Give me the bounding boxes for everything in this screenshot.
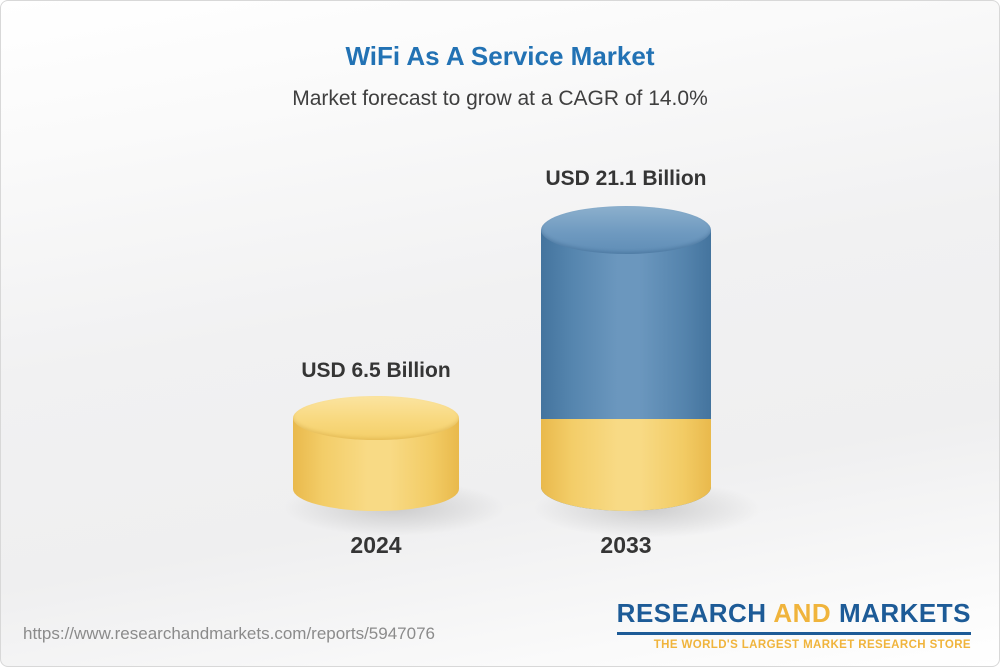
x-axis-label-2024: 2024 <box>350 532 402 558</box>
bar-value-label-2033: USD 21.1 Billion <box>545 167 707 190</box>
bar-2024-cylinder <box>293 396 459 511</box>
logo-word-markets: MARKETS <box>838 598 971 628</box>
logo-word-and: AND <box>773 598 832 628</box>
logo-word-research: RESEARCH <box>616 598 767 628</box>
report-url-link[interactable]: https://www.researchandmarkets.com/repor… <box>23 624 435 643</box>
logo-underline <box>616 632 971 635</box>
logo-wordmark: RESEARCH AND MARKETS <box>617 598 971 629</box>
bar-2033-base-segment <box>541 419 711 511</box>
chart-subtitle: Market forecast to grow at a CAGR of 14.… <box>292 87 708 110</box>
bar-value-label-2024: USD 6.5 Billion <box>301 359 451 382</box>
bar-2033-cylinder <box>541 206 711 511</box>
research-and-markets-logo[interactable]: RESEARCH AND MARKETS THE WORLD'S LARGEST… <box>616 598 971 651</box>
chart-title: WiFi As A Service Market <box>345 41 655 71</box>
x-axis-label-2033: 2033 <box>600 532 652 558</box>
bar-2024-top-ellipse <box>293 396 459 440</box>
bar-2033-top-ellipse <box>541 206 711 254</box>
logo-tagline: THE WORLD'S LARGEST MARKET RESEARCH STOR… <box>653 639 971 651</box>
